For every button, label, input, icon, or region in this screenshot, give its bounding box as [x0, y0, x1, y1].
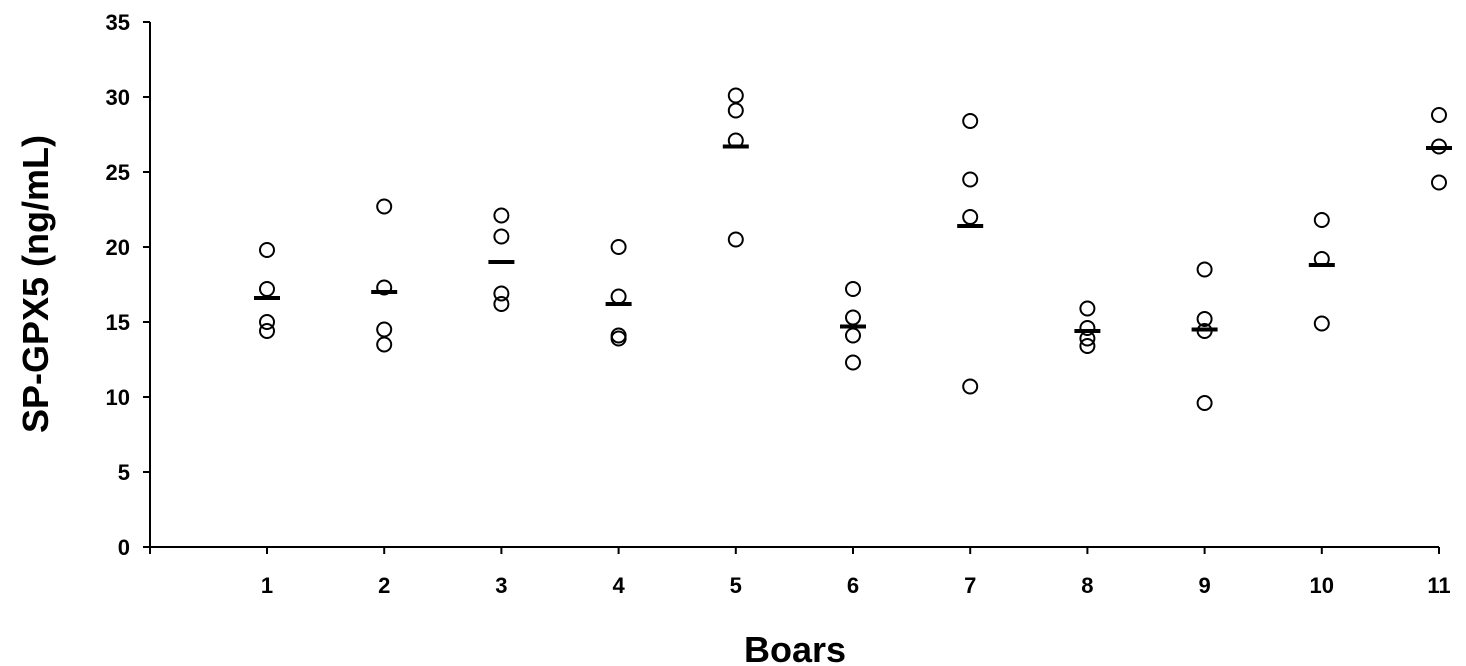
x-tick-label: 4	[612, 573, 625, 598]
x-tick-label: 2	[378, 573, 390, 598]
x-tick-label: 11	[1427, 573, 1450, 598]
y-tick-label: 10	[106, 385, 130, 410]
y-tick-label: 35	[106, 10, 130, 35]
data-point	[376, 321, 393, 338]
y-axis-ticks: 0 5 10 15 20 25 30 35	[106, 10, 150, 560]
data-point	[1313, 212, 1330, 228]
data-point	[493, 228, 510, 245]
data-point	[259, 323, 275, 339]
data-point	[845, 327, 861, 344]
data-point	[845, 309, 861, 326]
data-point	[610, 288, 627, 305]
y-tick-label: 15	[106, 310, 130, 335]
data-point	[727, 231, 744, 248]
data-point	[259, 281, 275, 297]
data-point	[376, 198, 393, 215]
x-tick-label: 6	[847, 573, 859, 598]
x-tick-label: 7	[964, 573, 976, 598]
data-point	[610, 239, 627, 255]
data-point	[845, 281, 861, 297]
data-point	[1196, 395, 1213, 411]
data-point	[259, 314, 275, 330]
data-point	[1079, 300, 1096, 317]
data-point	[727, 87, 744, 104]
y-tick-label: 20	[106, 235, 130, 260]
data-point	[962, 209, 979, 225]
y-tick-label: 5	[118, 460, 130, 485]
data-point	[493, 296, 510, 312]
x-tick-label: 10	[1310, 573, 1334, 598]
data-point	[493, 285, 510, 302]
data-point	[1313, 315, 1330, 332]
data-point	[962, 378, 979, 395]
y-axis-title: SP-GPX5 (ng/mL)	[15, 135, 56, 433]
y-tick-label: 30	[106, 85, 130, 110]
data-point	[610, 330, 627, 347]
data-point	[259, 242, 275, 258]
x-axis-title: Boars	[744, 629, 846, 666]
data-point	[493, 207, 510, 224]
data-point	[1079, 338, 1096, 354]
data-marks	[254, 87, 1452, 411]
x-axis-ticks: 1 2 3 4 5 6 7 8 9 10 11	[149, 547, 1451, 598]
data-point	[1196, 261, 1213, 278]
data-point	[376, 279, 393, 296]
y-tick-label: 0	[118, 535, 130, 560]
data-point	[845, 354, 861, 371]
data-point	[727, 102, 744, 119]
x-tick-label: 9	[1198, 573, 1210, 598]
data-point	[962, 113, 979, 129]
data-point	[962, 171, 979, 188]
y-tick-label: 25	[106, 160, 130, 185]
data-point	[376, 336, 393, 353]
data-point	[1431, 107, 1447, 123]
x-tick-label: 5	[730, 573, 742, 598]
x-tick-label: 8	[1081, 573, 1093, 598]
data-point	[1079, 320, 1096, 336]
data-point	[1431, 174, 1447, 191]
x-tick-label: 3	[495, 573, 507, 598]
x-tick-label: 1	[261, 573, 273, 598]
data-point	[1196, 311, 1213, 327]
